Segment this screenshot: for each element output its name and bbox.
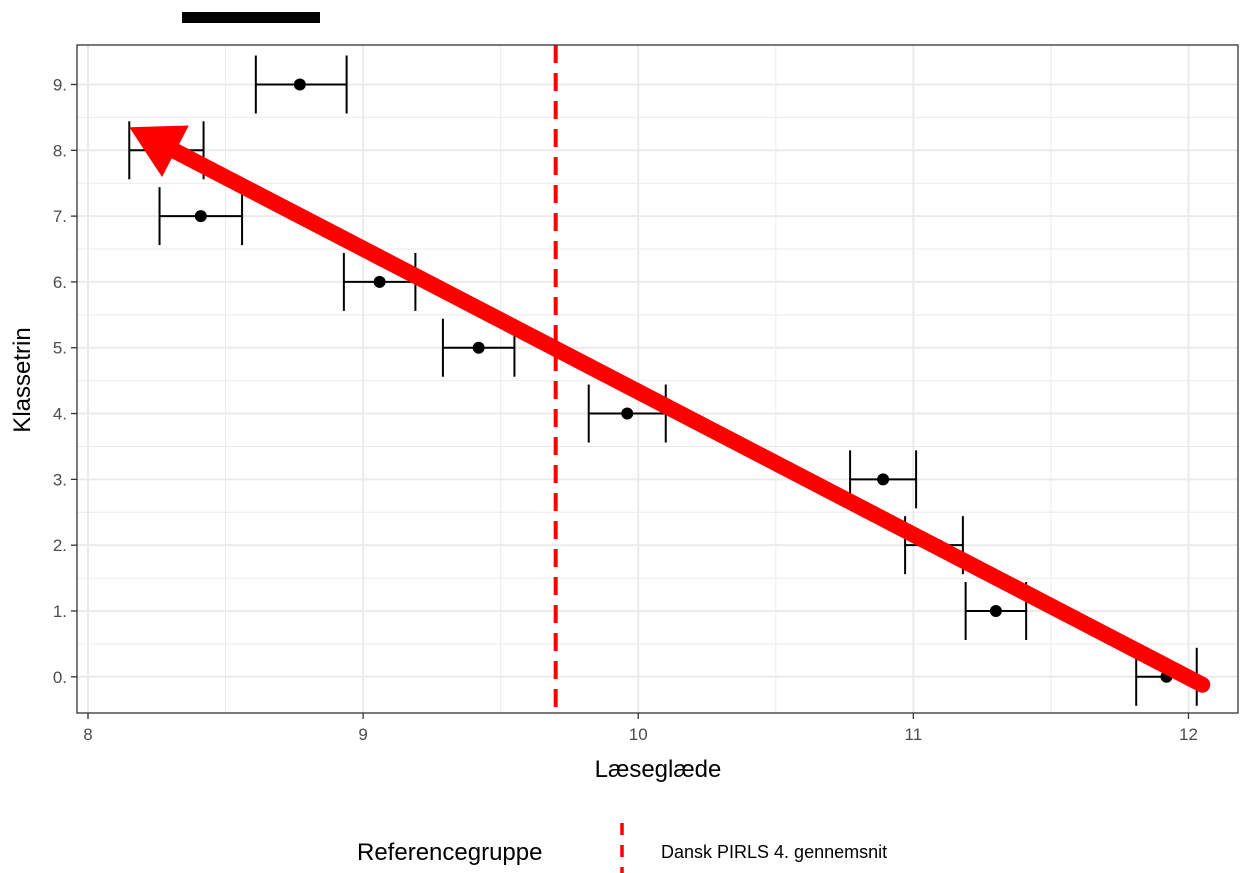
legend: Referencegruppe Dansk PIRLS 4. gennemsni… — [357, 823, 887, 873]
data-point — [373, 275, 386, 288]
arrow-shaft — [163, 141, 1211, 693]
arrow-head — [129, 125, 189, 177]
y-axis-ticks: 0. 1. 2. 3. 4. 5. 6. 7. 8. 9. — [53, 75, 77, 687]
legend-title: Referencegruppe — [357, 839, 542, 866]
legend-label: Dansk PIRLS 4. gennemsnit — [661, 842, 887, 862]
x-tick-label: 9 — [358, 725, 367, 744]
data-point — [989, 604, 1002, 617]
y-axis-title: Klassetrin — [9, 327, 36, 432]
x-axis-ticks: 8 9 10 11 12 — [83, 713, 1198, 744]
data-point — [472, 341, 485, 354]
y-tick-label: 1. — [53, 602, 67, 621]
y-tick-label: 0. — [53, 668, 67, 687]
data-point — [877, 473, 890, 486]
data-point — [194, 210, 207, 223]
y-tick-label: 6. — [53, 273, 67, 292]
y-tick-label: 5. — [53, 339, 67, 358]
y-tick-label: 9. — [53, 75, 67, 94]
y-tick-label: 8. — [53, 141, 67, 160]
y-tick-label: 7. — [53, 207, 67, 226]
y-tick-label: 2. — [53, 536, 67, 555]
x-tick-label: 10 — [629, 725, 648, 744]
annotation-arrow — [129, 125, 1211, 693]
x-axis-title: Læseglæde — [595, 756, 722, 783]
data-point — [293, 78, 306, 91]
redaction-bar — [182, 12, 320, 23]
x-tick-label: 12 — [1179, 725, 1198, 744]
plot-panel-border — [76, 44, 1239, 714]
y-tick-label: 3. — [53, 470, 67, 489]
data-point — [621, 407, 634, 420]
x-tick-label: 11 — [905, 725, 923, 744]
x-tick-label: 8 — [83, 725, 92, 744]
y-tick-label: 4. — [53, 405, 67, 424]
